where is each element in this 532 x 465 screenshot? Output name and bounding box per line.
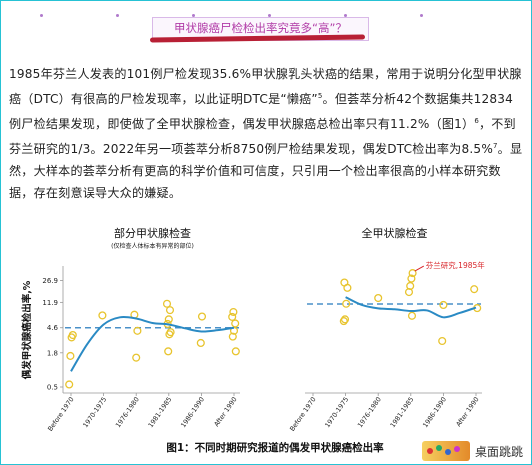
trend-curve <box>70 315 235 372</box>
figure-chart: 部分甲状腺检查(仅检查人体标本有异常的部位)Before 1970 1970-19… <box>21 226 485 433</box>
data-point <box>228 312 237 321</box>
data-point <box>133 326 142 335</box>
data-point <box>374 293 383 303</box>
watermark-logo <box>422 441 470 461</box>
x-tick-label: After 1990 <box>212 396 238 429</box>
headline: 甲状腺癌尸检检出率究竟多“高”？ <box>174 21 347 35</box>
x-tick-label: 1986-1990 <box>179 396 206 430</box>
data-point <box>407 311 417 320</box>
annotation-label: 芬兰研究,1985年 <box>426 260 485 270</box>
data-point <box>197 312 207 321</box>
data-point <box>162 299 172 308</box>
y-tick-label: 1.8 <box>47 349 58 357</box>
x-tick-label: After 1990 <box>454 396 480 429</box>
data-point <box>406 281 415 291</box>
data-point <box>340 315 350 324</box>
data-point <box>196 338 205 348</box>
data-point <box>439 300 448 310</box>
y-tick-label: 11.9 <box>42 299 58 307</box>
panel-subtitle: (仅检查人体标本有异常的部位) <box>111 242 194 250</box>
watermark-text: 桌面跳跳 <box>475 445 524 459</box>
data-point <box>132 353 141 362</box>
data-point <box>231 319 240 328</box>
article-paragraph: 1985年芬兰人发表的101例尸检发现35.6%甲状腺乳头状癌的结果，常用于说明… <box>9 64 523 204</box>
x-tick-label: 1981-1985 <box>389 396 416 430</box>
x-tick-label: 1970-1975 <box>81 396 108 430</box>
x-tick-label: Before 1970 <box>288 396 317 433</box>
data-point <box>164 315 173 324</box>
x-tick-label: 1976-1980 <box>356 396 383 430</box>
y-tick-label: 26.9 <box>42 277 58 285</box>
para-text-4: 。显然，大样本的荟萃分析有更高的科学价值和可信度，只引用一个检出率很高的小样本研… <box>9 141 523 200</box>
decorative-dots <box>40 14 440 17</box>
data-point <box>408 269 417 278</box>
data-point <box>438 336 447 346</box>
para-text-1: 1985年芬兰人发表的101例尸检发现35.6%甲状腺乳头状癌的结果，常用于说明… <box>9 67 522 106</box>
panel-title: 部分甲状腺检查 <box>114 226 191 240</box>
x-tick-label: 1981-1985 <box>147 396 174 430</box>
data-point <box>164 347 173 356</box>
x-tick-label: 1976-1980 <box>114 396 141 430</box>
data-point <box>98 311 107 320</box>
citation-7[interactable]: 7 <box>493 141 498 150</box>
y-tick-label: 4.6 <box>47 324 59 332</box>
data-point <box>166 328 175 337</box>
x-tick-label: Before 1970 <box>46 396 75 433</box>
trend-curve <box>345 296 477 319</box>
data-point <box>407 274 416 283</box>
annotation-arrow <box>414 265 425 272</box>
citation-6[interactable]: 6 <box>474 116 479 125</box>
data-point <box>165 306 175 315</box>
x-tick-label: 1970-1975 <box>323 396 350 430</box>
data-point <box>68 330 77 340</box>
y-axis-label: 偶发甲状腺癌检出率,% <box>21 280 33 379</box>
data-point <box>342 299 351 308</box>
data-point <box>231 347 240 356</box>
data-point <box>339 317 348 326</box>
data-point <box>340 278 349 287</box>
data-point <box>66 351 75 360</box>
data-point <box>228 332 237 341</box>
figure-caption: 图1：不同时期研究报道的偶发甲状腺癌检出率 <box>166 442 384 454</box>
citation-5[interactable]: 5 <box>317 91 323 100</box>
data-point <box>229 326 239 335</box>
data-point <box>65 380 74 389</box>
data-point <box>470 285 479 294</box>
panel-title: 全甲状腺检查 <box>362 226 428 240</box>
data-point <box>229 307 238 317</box>
para-text-2: 。但荟萃分析42个数据集共12834例尸检结果发现，即使做了全甲状腺检查，偶发甲… <box>9 91 514 131</box>
x-tick-label: 1986-1990 <box>421 396 448 430</box>
para-text-3: ，不到芬兰研究的1/3。2022年另一项荟萃分析8750例尸检结果发现，偶发DT… <box>9 116 516 156</box>
y-tick-label: 0.5 <box>47 384 58 392</box>
watermark: 桌面跳跳 <box>422 439 530 461</box>
